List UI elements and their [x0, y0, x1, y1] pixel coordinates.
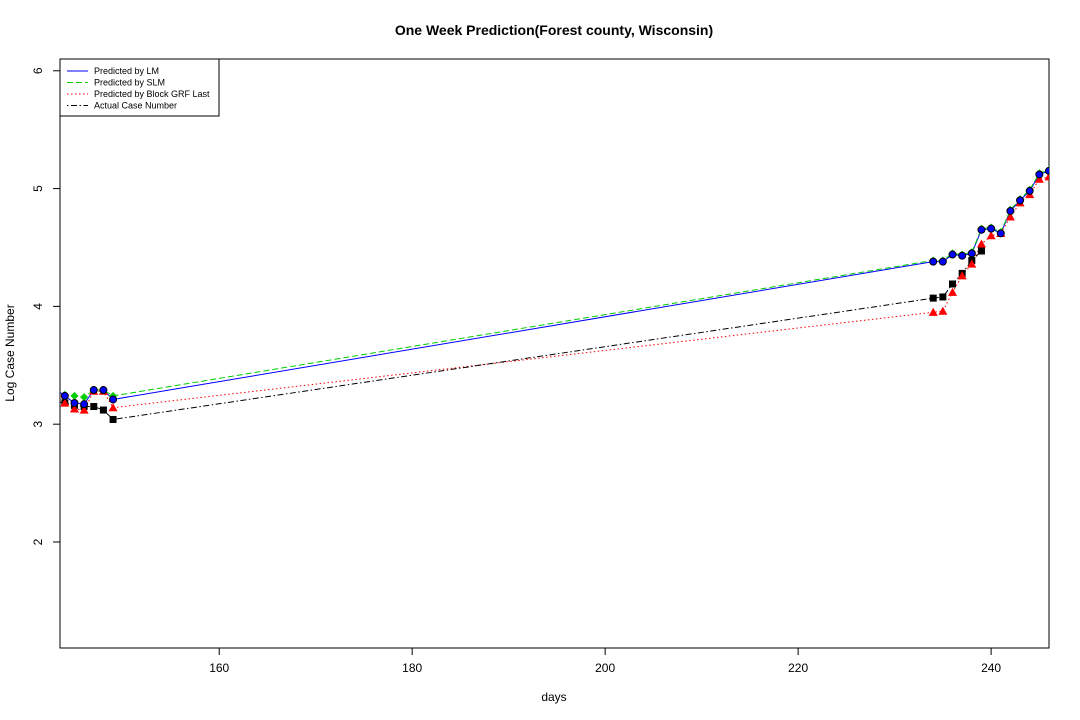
series-layer: [51, 165, 1049, 423]
series-0-point: [1006, 206, 1015, 215]
series-2-point: [986, 231, 996, 240]
legend-box: [59, 58, 220, 117]
series-3-point: [929, 294, 937, 302]
series-2-point: [1034, 174, 1044, 183]
series-3-point: [52, 398, 59, 405]
plot-frame: [59, 58, 1050, 649]
series-3-point: [99, 406, 107, 414]
x-axis-label: days: [541, 690, 566, 704]
legend-label: Predicted by LM: [94, 66, 159, 76]
series-2-point: [948, 287, 958, 296]
series-3-point: [939, 293, 947, 301]
series-2-point: [976, 239, 986, 248]
series-0-point: [52, 385, 59, 392]
legend: Predicted by LM Predicted by SLMPredicted…: [59, 58, 220, 117]
series-0-point: [60, 391, 69, 400]
series-0-point: [967, 249, 976, 258]
series-line-3: [60, 250, 982, 420]
series-1-point: [70, 391, 79, 400]
series-2-point: [967, 259, 977, 268]
series-2-point: [957, 271, 967, 280]
series-2-point: [60, 398, 70, 407]
y-axis: 2 3 4 5 6: [31, 67, 60, 545]
series-2-point: [1044, 172, 1049, 181]
x-tick-label: 180: [402, 661, 422, 675]
series-2-point: [108, 403, 118, 412]
x-axis: 160 180 200 220 240: [209, 648, 1001, 675]
y-tick-label: 5: [31, 185, 45, 192]
series-0-point: [929, 257, 938, 266]
series-3-point: [109, 415, 117, 423]
series-2-point: [938, 306, 948, 315]
series-0-point: [958, 251, 967, 260]
series-0-point: [99, 386, 108, 395]
y-tick-label: 4: [31, 303, 45, 310]
x-tick-label: 240: [981, 661, 1001, 675]
x-tick-label: 220: [788, 661, 808, 675]
x-tick-label: 160: [209, 661, 229, 675]
series-0-point: [70, 398, 79, 407]
series-3-point: [949, 280, 957, 288]
series-0-point: [938, 257, 947, 266]
series-2-point: [928, 307, 938, 316]
legend-label: Predicted by SLM: [94, 78, 165, 88]
series-0-point: [80, 400, 89, 409]
series-line-1: [60, 169, 1049, 398]
series-0-point: [89, 386, 98, 395]
x-tick-label: 200: [595, 661, 615, 675]
series-3-point: [977, 247, 985, 255]
y-axis-label: Log Case Number: [3, 304, 17, 401]
series-2-point: [69, 404, 79, 413]
legend-label: Predicted by Block GRF Last: [94, 89, 210, 99]
y-tick-label: 3: [31, 421, 45, 428]
series-2-point: [79, 405, 89, 414]
series-0-point: [1025, 186, 1034, 195]
chart-title: One Week Prediction(Forest county, Wisco…: [395, 22, 713, 38]
series-0-point: [987, 224, 996, 233]
series-line-2: [60, 176, 1049, 411]
series-2-point: [1005, 212, 1015, 221]
series-0-point: [1045, 166, 1049, 175]
series-0-point: [1016, 196, 1025, 205]
series-0-point: [996, 229, 1005, 238]
y-tick-label: 2: [31, 538, 45, 545]
series-0-point: [948, 250, 957, 259]
series-2-point: [51, 384, 60, 392]
series-line-0: [60, 170, 1049, 405]
series-1-point: [80, 393, 89, 402]
y-tick-label: 6: [31, 67, 45, 74]
legend-label: Actual Case Number: [94, 101, 177, 111]
series-0-point: [109, 395, 118, 404]
series-0-point: [1035, 170, 1044, 179]
series-0-point: [977, 225, 986, 234]
series-3-point: [90, 403, 98, 411]
series-1-point: [51, 385, 59, 393]
